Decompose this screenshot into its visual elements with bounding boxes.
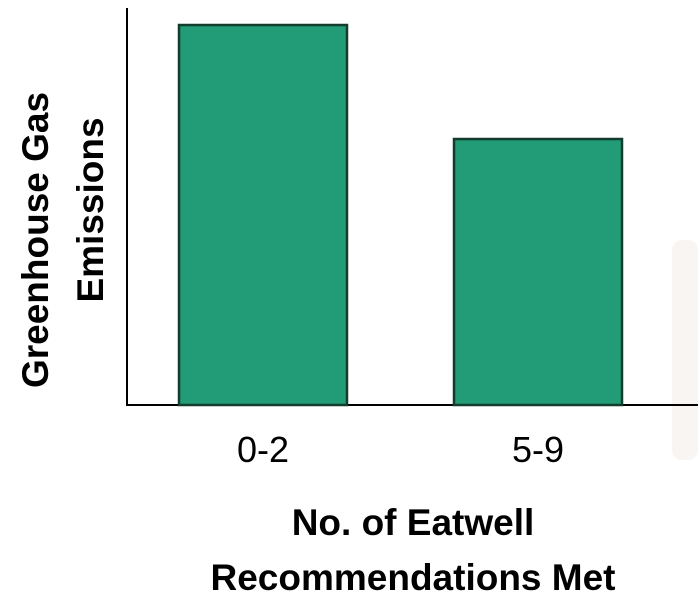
x-tick-label-5-9: 5-9 bbox=[512, 429, 564, 470]
bars-group bbox=[177, 23, 624, 407]
x-tick-label-0-2: 0-2 bbox=[237, 429, 289, 470]
x-tick-labels: 0-2 5-9 bbox=[237, 429, 564, 470]
y-axis-title-line-1: Greenhouse Gas bbox=[15, 92, 56, 388]
bar-0-2 bbox=[177, 23, 349, 407]
x-axis-title-line-1: No. of Eatwell bbox=[292, 502, 535, 543]
bar-5-9 bbox=[452, 137, 624, 407]
x-axis-title-line-2: Recommendations Met bbox=[210, 557, 615, 596]
y-axis-title-line-2: Emissions bbox=[70, 117, 111, 302]
background-decoration bbox=[672, 240, 698, 460]
